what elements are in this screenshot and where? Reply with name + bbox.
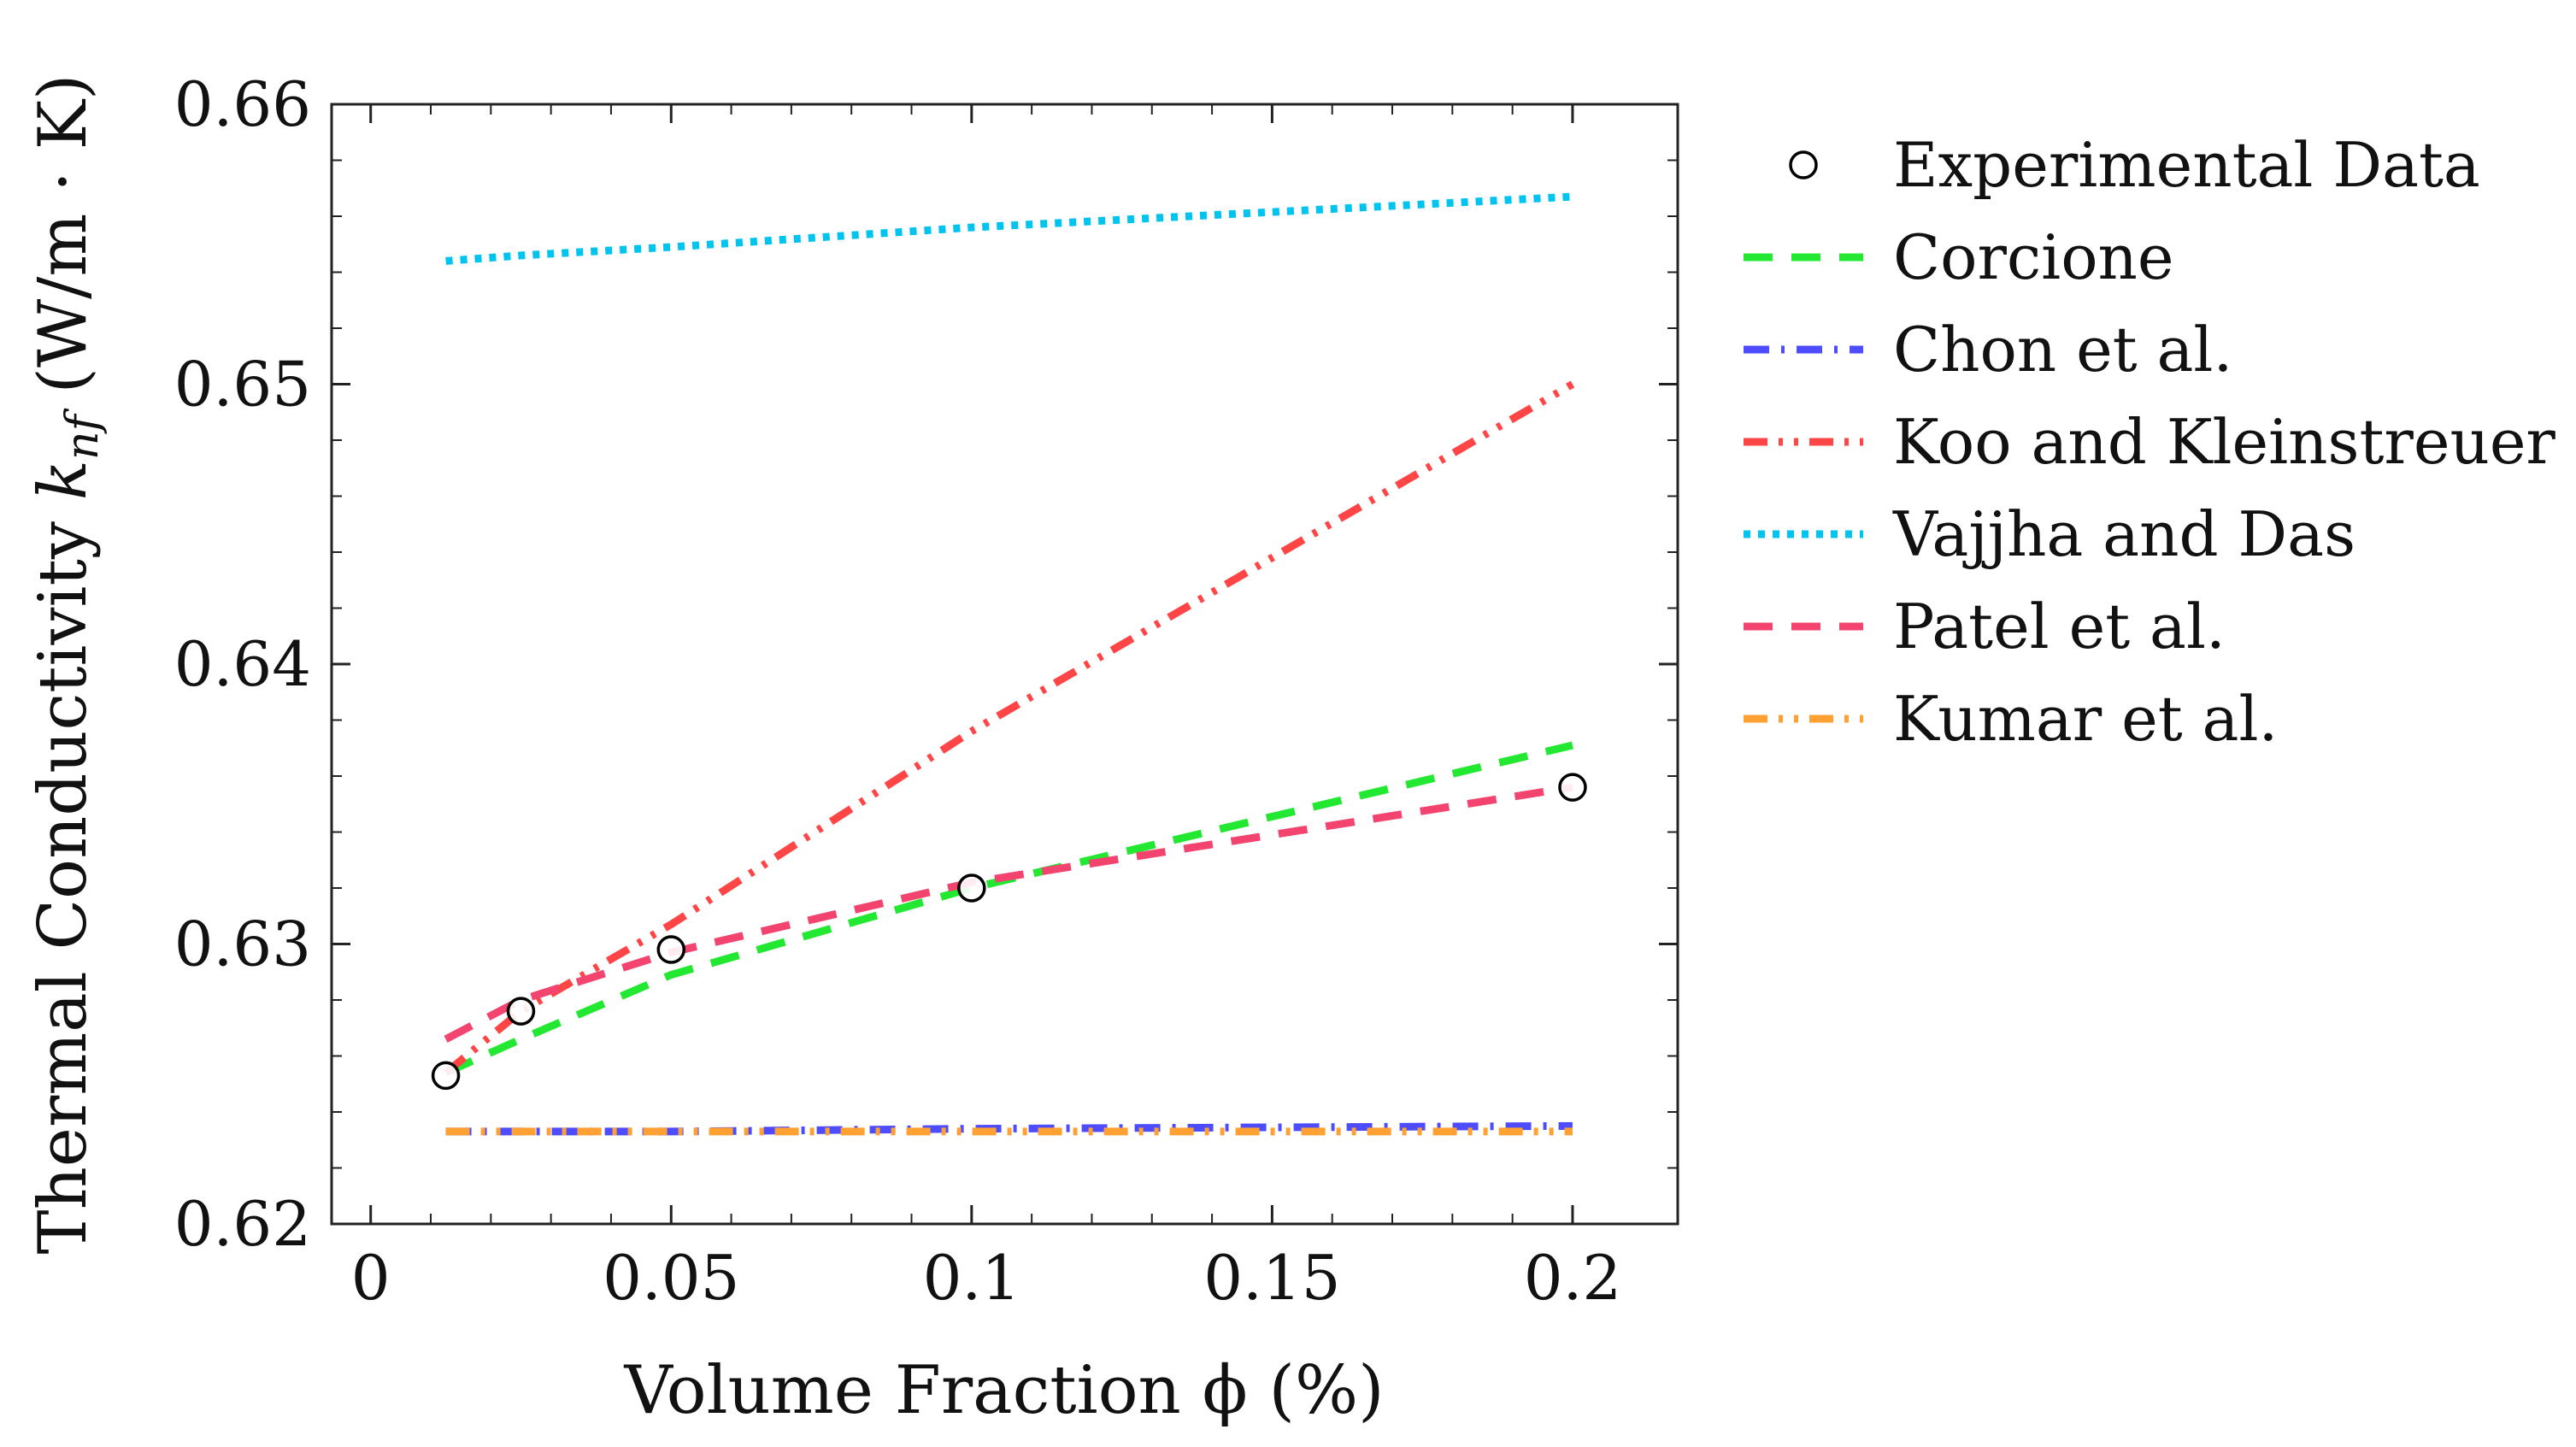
y-axis-label-subscript: nf	[57, 409, 109, 460]
series-layer	[431, 192, 1587, 1136]
legend-label-experimental-data: Experimental Data	[1893, 129, 2480, 201]
experimental-data-point	[656, 935, 686, 964]
experimental-data-point	[431, 1061, 461, 1091]
series-line-corcione	[444, 741, 1573, 1077]
x-tick-label: 0.2	[1524, 1242, 1622, 1314]
series-line-vajjha-and-das	[445, 192, 1573, 265]
y-tick-label: 0.66	[174, 68, 311, 140]
x-tick-label: 0.1	[923, 1242, 1021, 1314]
legend-marker-experimental-data	[1789, 150, 1818, 179]
y-axis-label: Thermal Conductivity knf (W/m · K)	[25, 74, 109, 1255]
experimental-data-point	[506, 997, 536, 1026]
x-tick-label: 0.05	[603, 1242, 739, 1314]
ticks-layer: 0.62 0.63 0.64 0.65 0.66 0 0.05 0.1 0.15 0.2	[174, 68, 1678, 1314]
x-tick-label: 0	[351, 1242, 391, 1314]
legend-label-vajjha-and-das: Vajjha and Das	[1892, 498, 2355, 570]
legend: Experimental Data Corcione Chon et al. Koo …	[1744, 129, 2555, 755]
x-axis-label: Volume Fraction ϕ (%)	[623, 1352, 1384, 1429]
series-line-koo-and-kleinstreuer	[443, 380, 1575, 1076]
x-tick-label: 0.15	[1203, 1242, 1340, 1314]
y-tick-label: 0.65	[174, 349, 311, 421]
y-tick-label: 0.62	[174, 1188, 311, 1260]
series-line-patel-et-al	[444, 783, 1573, 1043]
plot-frame	[330, 103, 1679, 1226]
legend-label-kumar-et-al: Kumar et al.	[1893, 683, 2278, 755]
legend-label-patel-et-al: Patel et al.	[1893, 591, 2226, 662]
y-axis-label-units: (W/m · K)	[25, 74, 102, 415]
y-tick-label: 0.63	[174, 909, 311, 980]
legend-label-corcione: Corcione	[1893, 221, 2174, 293]
y-axis-label-symbol: k	[25, 460, 102, 500]
experimental-data-point	[957, 873, 986, 903]
y-tick-label: 0.64	[174, 628, 311, 700]
y-axis-label-main: Thermal Conductivity	[25, 500, 102, 1254]
legend-label-koo-and-kleinstreuer: Koo and Kleinstreuer	[1893, 406, 2555, 478]
experimental-data-point	[1558, 773, 1587, 802]
legend-label-chon-et-al: Chon et al.	[1893, 314, 2232, 385]
series-line-chon-et-al	[445, 1121, 1573, 1136]
